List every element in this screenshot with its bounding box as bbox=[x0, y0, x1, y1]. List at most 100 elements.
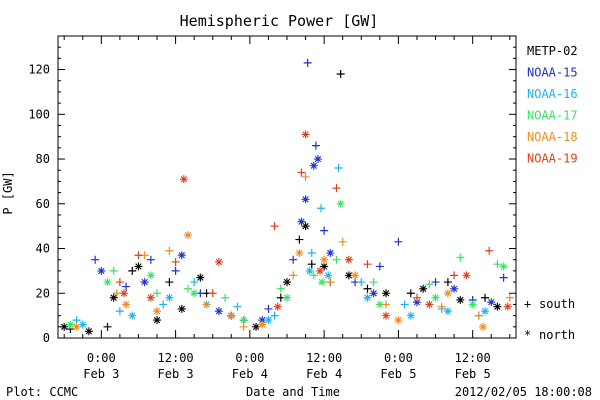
legend-entry-noaa-18: NOAA-18 bbox=[527, 130, 578, 144]
data-point-south bbox=[208, 289, 217, 298]
y-tick-label: 60 bbox=[36, 197, 50, 211]
y-tick-label: 0 bbox=[43, 331, 50, 345]
data-point-north bbox=[336, 199, 345, 208]
data-point-south bbox=[499, 273, 508, 282]
data-point-north bbox=[412, 298, 421, 307]
legend-entry-noaa-15: NOAA-15 bbox=[527, 66, 578, 80]
legend-entry-metp-02: METP-02 bbox=[527, 44, 578, 58]
x-tick-time-label: 12:00 bbox=[306, 351, 342, 365]
data-point-south bbox=[474, 311, 483, 320]
data-point-north bbox=[122, 300, 131, 309]
data-point-south bbox=[336, 70, 345, 79]
data-point-south bbox=[153, 289, 162, 298]
data-point-north bbox=[109, 293, 118, 302]
data-point-north bbox=[406, 311, 415, 320]
data-point-north bbox=[301, 195, 310, 204]
data-point-south bbox=[146, 255, 155, 264]
data-point-north bbox=[183, 231, 192, 240]
data-point-north bbox=[297, 217, 306, 226]
legend-entry-noaa-19: NOAA-19 bbox=[527, 152, 578, 166]
y-tick-label: 20 bbox=[36, 286, 50, 300]
data-point-north bbox=[239, 316, 248, 325]
data-point-south bbox=[443, 278, 452, 287]
data-point-north bbox=[344, 255, 353, 264]
data-point-north bbox=[258, 320, 267, 329]
plot-area: 0 20 40 60 80 100 120 0:00 Feb 3 12:00 Feb 3 0:00 F… bbox=[28, 35, 517, 381]
series-noaa-19 bbox=[115, 130, 512, 320]
data-point-south bbox=[303, 58, 312, 67]
data-point-north bbox=[443, 307, 452, 316]
x-tick-date-label: Feb 4 bbox=[232, 367, 268, 381]
data-point-south bbox=[165, 246, 174, 255]
data-point-south bbox=[276, 284, 285, 293]
data-point-north bbox=[324, 271, 333, 280]
data-point-north bbox=[431, 293, 440, 302]
data-point-north bbox=[214, 307, 223, 316]
data-point-south bbox=[485, 246, 494, 255]
x-tick-time-label: 0:00 bbox=[87, 351, 116, 365]
data-point-north bbox=[283, 293, 291, 302]
data-point-south bbox=[270, 311, 279, 320]
data-point-south bbox=[159, 300, 168, 309]
data-point-north bbox=[320, 255, 329, 264]
y-tick-label: 100 bbox=[28, 107, 50, 121]
x-tick-time-label: 0:00 bbox=[235, 351, 264, 365]
data-point-south bbox=[221, 293, 230, 302]
data-point-north bbox=[177, 251, 186, 260]
marker-legend-label: north bbox=[539, 328, 575, 342]
data-point-south bbox=[369, 278, 378, 287]
data-point-south bbox=[338, 237, 347, 246]
marker-legend-symbol: + bbox=[524, 297, 531, 311]
data-point-north bbox=[456, 295, 465, 304]
data-point-north bbox=[140, 278, 149, 287]
data-point-north bbox=[487, 298, 496, 307]
data-point-south bbox=[412, 293, 421, 302]
data-point-south bbox=[239, 322, 248, 331]
data-point-north bbox=[214, 257, 223, 266]
data-point-north bbox=[165, 293, 174, 302]
data-point-south bbox=[115, 307, 124, 316]
data-point-south bbox=[406, 289, 415, 298]
x-tick-date-label: Feb 5 bbox=[455, 367, 491, 381]
data-point-north bbox=[419, 284, 428, 293]
chart-title: Hemispheric Power [GW] bbox=[180, 12, 379, 30]
data-point-south bbox=[363, 284, 372, 293]
data-point-north bbox=[177, 304, 186, 313]
data-point-north bbox=[481, 307, 490, 316]
data-point-south bbox=[183, 284, 192, 293]
series-noaa-15 bbox=[91, 58, 508, 325]
data-point-south bbox=[317, 204, 326, 213]
x-tick-date-label: Feb 4 bbox=[306, 367, 342, 381]
data-point-north bbox=[295, 248, 304, 257]
data-point-south bbox=[171, 257, 180, 266]
data-point-north bbox=[468, 300, 477, 309]
data-point-south bbox=[450, 271, 459, 280]
data-point-south bbox=[91, 255, 100, 264]
data-point-north bbox=[478, 322, 487, 331]
data-point-south bbox=[456, 253, 465, 262]
x-tick-time-label: 12:00 bbox=[158, 351, 194, 365]
data-point-north bbox=[351, 271, 360, 280]
data-point-north bbox=[153, 316, 162, 325]
data-point-north bbox=[394, 316, 403, 325]
data-point-south bbox=[311, 141, 320, 150]
series-noaa-16 bbox=[72, 163, 490, 329]
data-point-north bbox=[382, 289, 391, 298]
data-points bbox=[60, 58, 514, 336]
data-point-south bbox=[493, 260, 502, 269]
legend: METP-02 NOAA-15 NOAA-16 NOAA-17 NOAA-18 NOAA-… bbox=[527, 44, 578, 166]
data-point-south bbox=[400, 300, 409, 309]
data-point-south bbox=[307, 260, 316, 269]
data-point-north bbox=[273, 302, 282, 311]
data-point-south bbox=[382, 300, 391, 309]
data-point-north bbox=[382, 311, 391, 320]
data-point-south bbox=[128, 266, 137, 275]
data-point-north bbox=[503, 302, 512, 311]
data-point-south bbox=[320, 226, 329, 235]
data-point-north bbox=[78, 320, 87, 329]
data-point-south bbox=[171, 266, 180, 275]
data-point-north bbox=[84, 327, 93, 336]
x-tick-time-label: 12:00 bbox=[455, 351, 491, 365]
x-tick-date-label: Feb 3 bbox=[83, 367, 119, 381]
